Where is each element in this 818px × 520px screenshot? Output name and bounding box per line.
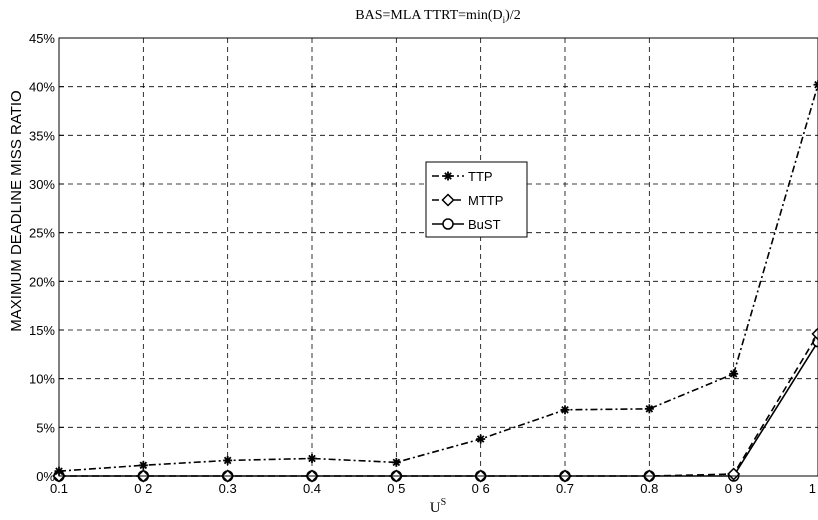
x-tick-label: 1 — [809, 481, 816, 496]
y-tick-label: 35% — [29, 128, 55, 143]
y-tick-label: 15% — [29, 323, 55, 338]
x-tick-label: 0 9 — [725, 481, 743, 496]
x-tick-label: 0.3 — [219, 481, 237, 496]
legend-marker-bust — [442, 218, 454, 230]
y-axis-label: MAXIMUM DEADLINE MISS RATIO — [8, 90, 25, 331]
x-axis-ticks: 0.1 0 2 0.3 0.4 0 5 0 6 0.7 0.8 0 9 1 — [50, 471, 818, 496]
series-line-ttp — [58, 84, 818, 472]
y-tick-label: 30% — [29, 177, 55, 192]
x-axis-label: US — [430, 497, 446, 516]
legend: TTP MTTP BuST — [425, 161, 528, 238]
chart-title: BAS=MLA TTRT=min(Di)/2 — [355, 8, 520, 25]
point-ttp — [223, 455, 233, 465]
series-line-mttp — [59, 333, 818, 477]
y-axis-ticks: 0% 5% 10% 15% 20% 25% 30% 35% 40% 45% — [29, 31, 64, 484]
legend-label-ttp: TTP — [468, 169, 493, 184]
series-line-bust — [59, 341, 818, 477]
series-lines — [52, 80, 818, 483]
legend-marker-mttp — [441, 193, 455, 207]
point-ttp — [391, 457, 401, 467]
x-tick-label: 0.4 — [303, 481, 321, 496]
grid — [59, 38, 818, 476]
point-ttp — [729, 369, 739, 379]
point-mttp — [727, 467, 741, 481]
y-tick-label: 25% — [29, 226, 55, 241]
point-ttp — [307, 453, 317, 463]
x-tick-label: 0.7 — [556, 481, 574, 496]
legend-label-mttp: MTTP — [468, 193, 503, 208]
point-ttp — [813, 80, 818, 90]
point-ttp — [138, 460, 148, 470]
y-tick-label: 20% — [29, 274, 55, 289]
x-tick-label: 0 2 — [134, 481, 152, 496]
x-tick-label: 0.8 — [640, 481, 658, 496]
legend-marker-ttp — [443, 171, 453, 181]
x-tick-label: 0 5 — [387, 481, 405, 496]
y-tick-label: 5% — [36, 420, 55, 435]
x-tick-label: 0.1 — [50, 481, 68, 496]
y-tick-label: 40% — [29, 80, 55, 95]
legend-label-bust: BuST — [468, 217, 501, 232]
y-tick-label: 45% — [29, 31, 55, 46]
point-ttp — [476, 434, 486, 444]
point-ttp — [560, 405, 570, 415]
point-ttp — [644, 404, 654, 414]
point-mttp — [811, 327, 818, 341]
x-tick-label: 0 6 — [472, 481, 490, 496]
y-tick-label: 10% — [29, 372, 55, 387]
y-tick-label: 0% — [36, 469, 55, 484]
plot-frame — [58, 37, 818, 477]
